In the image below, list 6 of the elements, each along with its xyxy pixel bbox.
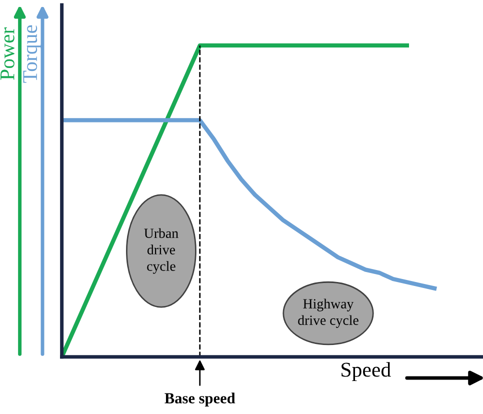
- legend-label: Power: [0, 27, 14, 80]
- x-axis-title: Speed: [342, 362, 391, 382]
- annotation: Highway drive cycle: [298, 298, 358, 328]
- legend-label: Torque: [23, 25, 42, 83]
- text: Base speed: [164, 392, 236, 407]
- annotation: Urban drive cycle: [144, 228, 178, 274]
